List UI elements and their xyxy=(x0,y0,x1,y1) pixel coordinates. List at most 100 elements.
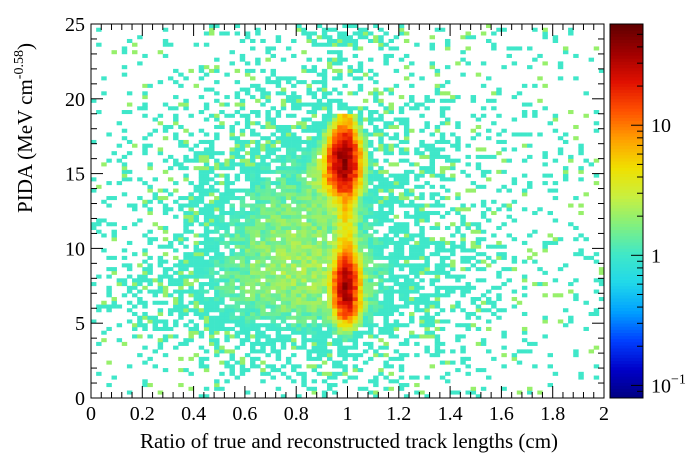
heatmap-cell xyxy=(214,151,220,156)
heatmap-cell xyxy=(368,356,374,361)
heatmap-cell xyxy=(316,35,323,40)
heatmap-cell xyxy=(311,233,318,238)
heatmap-cell xyxy=(439,136,446,141)
heatmap-cell xyxy=(291,136,297,141)
heatmap-cell xyxy=(244,124,251,130)
heatmap-cell xyxy=(393,143,400,148)
heatmap-cell xyxy=(470,386,477,391)
heatmap-cell xyxy=(285,181,292,186)
heatmap-cell xyxy=(501,222,507,227)
colorbar-segment xyxy=(610,388,643,393)
heatmap-cell xyxy=(378,139,384,144)
heatmap-cell xyxy=(352,364,359,369)
heatmap-cell xyxy=(347,132,353,137)
heatmap-cell xyxy=(342,106,348,111)
heatmap-cell xyxy=(260,229,266,234)
heatmap-cell xyxy=(321,282,328,287)
heatmap-cell xyxy=(398,304,405,309)
heatmap-cell xyxy=(265,326,271,331)
heatmap-cell xyxy=(321,181,328,186)
heatmap-cell xyxy=(316,293,323,298)
heatmap-cell xyxy=(398,274,405,279)
heatmap-cell xyxy=(275,166,282,171)
heatmap-cell xyxy=(521,192,528,197)
heatmap-cell xyxy=(429,151,436,156)
heatmap-cell xyxy=(111,233,117,238)
heatmap-cell xyxy=(214,166,220,171)
heatmap-cell xyxy=(193,218,200,223)
heatmap-cell xyxy=(234,139,241,144)
heatmap-cell xyxy=(393,199,400,204)
heatmap-cell xyxy=(491,98,497,103)
heatmap-cell xyxy=(326,50,333,55)
heatmap-cell xyxy=(270,143,276,148)
heatmap-cell xyxy=(460,244,466,249)
heatmap-cell xyxy=(321,304,328,309)
heatmap-cell xyxy=(296,95,302,100)
heatmap-cell xyxy=(450,285,456,290)
colorbar-segment xyxy=(610,83,643,87)
heatmap-cell xyxy=(409,334,415,339)
heatmap-cell xyxy=(173,80,179,85)
heatmap-cell xyxy=(465,315,471,320)
heatmap-cell xyxy=(214,308,220,313)
heatmap-cell xyxy=(280,293,287,298)
heatmap-cell xyxy=(280,319,287,324)
heatmap-cell xyxy=(362,181,369,186)
y-tick-label: 25 xyxy=(65,14,85,36)
heatmap-cell xyxy=(121,46,128,51)
heatmap-cell xyxy=(311,211,318,216)
heatmap-cell xyxy=(183,274,189,279)
heatmap-cell xyxy=(321,259,328,264)
heatmap-cell xyxy=(301,289,307,294)
heatmap-cell xyxy=(296,143,302,148)
heatmap-cell xyxy=(460,345,466,350)
heatmap-cell xyxy=(373,169,379,174)
heatmap-cell xyxy=(239,311,246,317)
heatmap-cell xyxy=(352,345,359,350)
heatmap-cell xyxy=(403,192,410,197)
heatmap-cell xyxy=(255,211,261,216)
heatmap-cell xyxy=(147,315,153,320)
heatmap-cell xyxy=(219,259,225,264)
heatmap-cell xyxy=(270,68,276,73)
heatmap-cell xyxy=(337,136,343,141)
heatmap-cell xyxy=(398,386,405,391)
heatmap-cell xyxy=(244,244,251,249)
heatmap-cell xyxy=(224,199,230,204)
heatmap-cell xyxy=(434,225,441,230)
colorbar-segment xyxy=(610,245,643,249)
heatmap-cell xyxy=(409,162,415,167)
heatmap-cell xyxy=(291,368,297,373)
heatmap-cell xyxy=(347,315,353,320)
heatmap-cell xyxy=(285,308,292,313)
heatmap-cell xyxy=(383,53,389,58)
heatmap-cell xyxy=(234,188,241,193)
heatmap-cell xyxy=(470,95,477,100)
heatmap-cell xyxy=(326,308,333,313)
heatmap-cell xyxy=(275,222,282,227)
heatmap-cell xyxy=(419,237,425,242)
heatmap-cell xyxy=(362,315,369,320)
heatmap-cell xyxy=(193,203,200,208)
heatmap-cell xyxy=(383,61,389,66)
heatmap-cell xyxy=(306,278,312,283)
heatmap-cell xyxy=(198,334,205,339)
heatmap-cell xyxy=(208,143,215,148)
heatmap-cell xyxy=(409,98,415,103)
heatmap-cell xyxy=(455,368,461,373)
heatmap-cell xyxy=(409,188,415,193)
heatmap-cell xyxy=(224,240,230,245)
heatmap-cell xyxy=(244,211,251,216)
heatmap-cell xyxy=(368,121,374,126)
heatmap-cell xyxy=(388,38,394,43)
heatmap-cell xyxy=(480,83,487,88)
heatmap-cell xyxy=(188,334,194,339)
heatmap-cell xyxy=(291,341,297,346)
heatmap-cell xyxy=(106,267,112,272)
heatmap-cell xyxy=(157,225,164,230)
heatmap-cell xyxy=(337,293,343,298)
heatmap-cell xyxy=(332,240,338,245)
heatmap-cell xyxy=(326,218,333,223)
